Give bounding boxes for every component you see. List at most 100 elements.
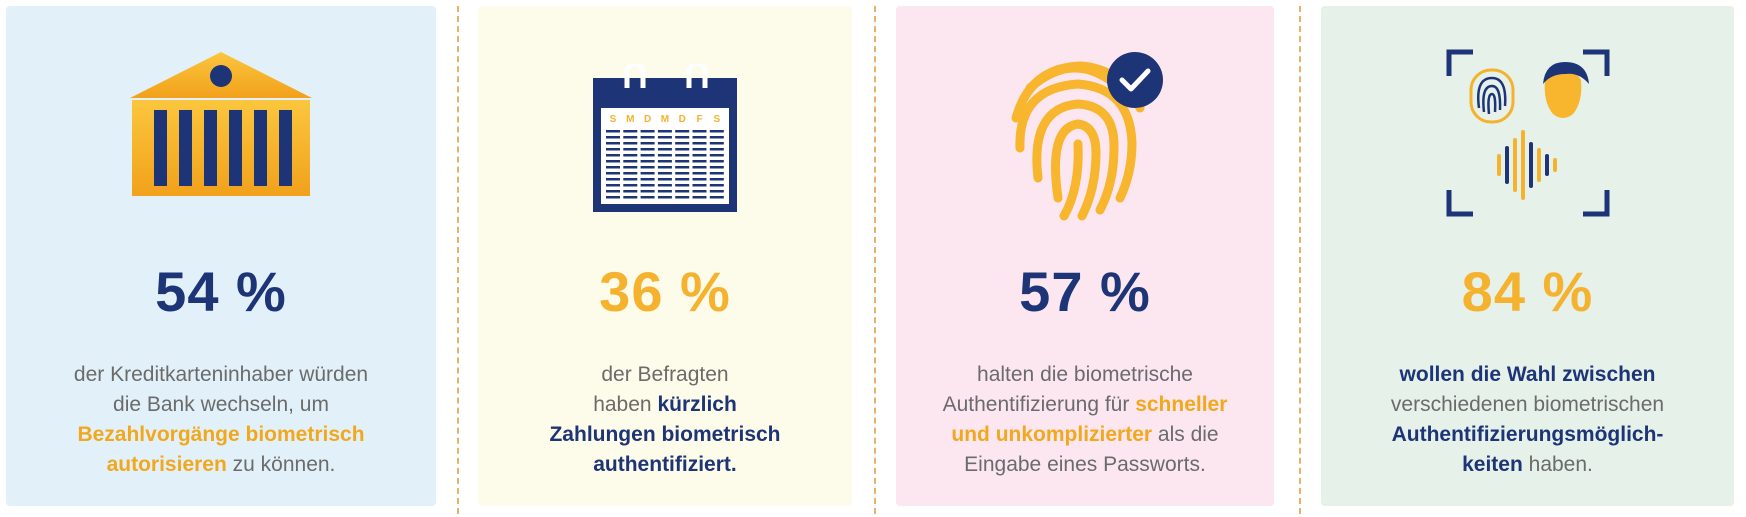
dashed-divider xyxy=(874,6,876,514)
calendar-cell xyxy=(692,160,707,163)
calendar-cell xyxy=(640,142,655,145)
calendar-day-label: S xyxy=(610,114,617,125)
calendar-cell xyxy=(709,178,724,181)
description-line: keiten haben. xyxy=(1321,450,1734,480)
calendar-cell xyxy=(692,172,707,175)
description-segment: als die xyxy=(1152,423,1219,446)
calendar-cell xyxy=(657,148,672,151)
calendar-cell xyxy=(606,166,620,169)
stat-description: der Befragten haben kürzlich Zahlungen bio… xyxy=(478,360,852,480)
calendar-day-label: M xyxy=(661,114,669,125)
calendar-cell xyxy=(606,148,620,151)
stat-description: der Kreditkarteninhaber würden die Bank w… xyxy=(6,360,436,480)
description-segment: kürzlich xyxy=(657,393,737,416)
calendar-cell xyxy=(623,148,638,151)
calendar-cell xyxy=(692,178,707,181)
calendar-cell xyxy=(640,136,655,139)
calendar-cell xyxy=(692,130,707,133)
calendar-cell xyxy=(606,184,620,187)
calendar-cell xyxy=(709,196,724,199)
calendar-cell xyxy=(657,154,672,157)
calendar-cell xyxy=(709,184,724,187)
calendar-cell xyxy=(640,172,655,175)
calendar-cell xyxy=(606,142,620,145)
description-line: Authentifizierung für schneller xyxy=(896,390,1274,420)
description-line: der Befragten xyxy=(478,360,852,390)
description-segment: halten die biometrische xyxy=(977,363,1193,386)
calendar-cell xyxy=(675,172,690,175)
calendar-cell xyxy=(692,190,707,193)
description-line: Bezahlvorgänge biometrisch xyxy=(6,420,436,450)
calendar-cell xyxy=(640,166,655,169)
description-line: und unkomplizierter als die xyxy=(896,420,1274,450)
calendar-cell xyxy=(657,178,672,181)
description-line: halten die biometrische xyxy=(896,360,1274,390)
calendar-cell xyxy=(623,166,638,169)
description-segment: wollen die Wahl zwischen xyxy=(1399,363,1656,386)
stat-description: wollen die Wahl zwischen verschiedenen bi… xyxy=(1321,360,1734,480)
calendar-cell xyxy=(606,178,620,181)
description-segment: zu können. xyxy=(226,453,336,476)
description-segment: autorisieren xyxy=(106,453,227,476)
calendar-cell xyxy=(623,142,638,145)
calendar-cell xyxy=(657,136,672,139)
calendar-day-label: S xyxy=(713,114,720,125)
bank-icon xyxy=(130,52,312,196)
description-line: wollen die Wahl zwischen xyxy=(1321,360,1734,390)
calendar-cell xyxy=(709,130,724,133)
stat-percent: 54 % xyxy=(155,260,287,323)
calendar-cell xyxy=(657,166,672,169)
calendar-cell xyxy=(657,184,672,187)
calendar-cell xyxy=(623,196,638,199)
calendar-day-label: D xyxy=(679,114,686,125)
calendar-cell xyxy=(623,184,638,187)
calendar-cell xyxy=(640,178,655,181)
calendar-cell xyxy=(623,178,638,181)
calendar-cell xyxy=(640,130,655,133)
calendar-cell xyxy=(657,196,672,199)
calendar-cell xyxy=(640,154,655,157)
description-line: Zahlungen biometrisch xyxy=(478,420,852,450)
description-segment: die Bank wechseln, um xyxy=(113,393,329,416)
calendar-cell xyxy=(692,154,707,157)
dashed-divider xyxy=(1299,6,1301,514)
calendar-cell xyxy=(675,160,690,163)
calendar-cell xyxy=(709,160,724,163)
description-line: authentifiziert. xyxy=(478,450,852,480)
description-segment: Authentifizierung für xyxy=(942,393,1136,416)
calendar-cell xyxy=(709,190,724,193)
calendar-cell xyxy=(606,172,620,175)
stat-card-fingerprint: 57 % halten die biometrische Authentifizi… xyxy=(896,6,1274,506)
calendar-cell xyxy=(675,196,690,199)
dashed-divider xyxy=(457,6,459,514)
calendar-cell xyxy=(657,142,672,145)
calendar-cell xyxy=(709,148,724,151)
stat-percent: 57 % xyxy=(1019,260,1151,323)
description-segment: haben xyxy=(593,393,658,416)
calendar-cell xyxy=(709,136,724,139)
description-segment: der Befragten xyxy=(601,363,729,386)
description-line: verschiedenen biometrischen xyxy=(1321,390,1734,420)
stat-description: halten die biometrische Authentifizierung… xyxy=(896,360,1274,480)
calendar-cell xyxy=(640,184,655,187)
calendar-cell xyxy=(692,184,707,187)
calendar-cell xyxy=(675,136,690,139)
description-line: Authentifizierungsmöglich- xyxy=(1321,420,1734,450)
stat-card-bank: 54 % der Kreditkarteninhaber würden die B… xyxy=(6,6,436,506)
calendar-cell xyxy=(640,196,655,199)
calendar-cell xyxy=(675,178,690,181)
calendar-cell xyxy=(640,190,655,193)
calendar-cell xyxy=(675,184,690,187)
stat-card-biometric: 84 % wollen die Wahl zwischen verschieden… xyxy=(1321,6,1734,506)
calendar-cell xyxy=(606,130,620,133)
fingerprint-check-icon xyxy=(1011,52,1163,221)
calendar-day-label: D xyxy=(644,114,651,125)
calendar-cell xyxy=(675,142,690,145)
calendar-cell xyxy=(623,172,638,175)
calendar-cell xyxy=(606,136,620,139)
stat-percent: 36 % xyxy=(599,260,731,323)
calendar-cell xyxy=(623,136,638,139)
calendar-day-label: F xyxy=(696,114,702,125)
calendar-cell xyxy=(692,196,707,199)
calendar-cell xyxy=(606,190,620,193)
